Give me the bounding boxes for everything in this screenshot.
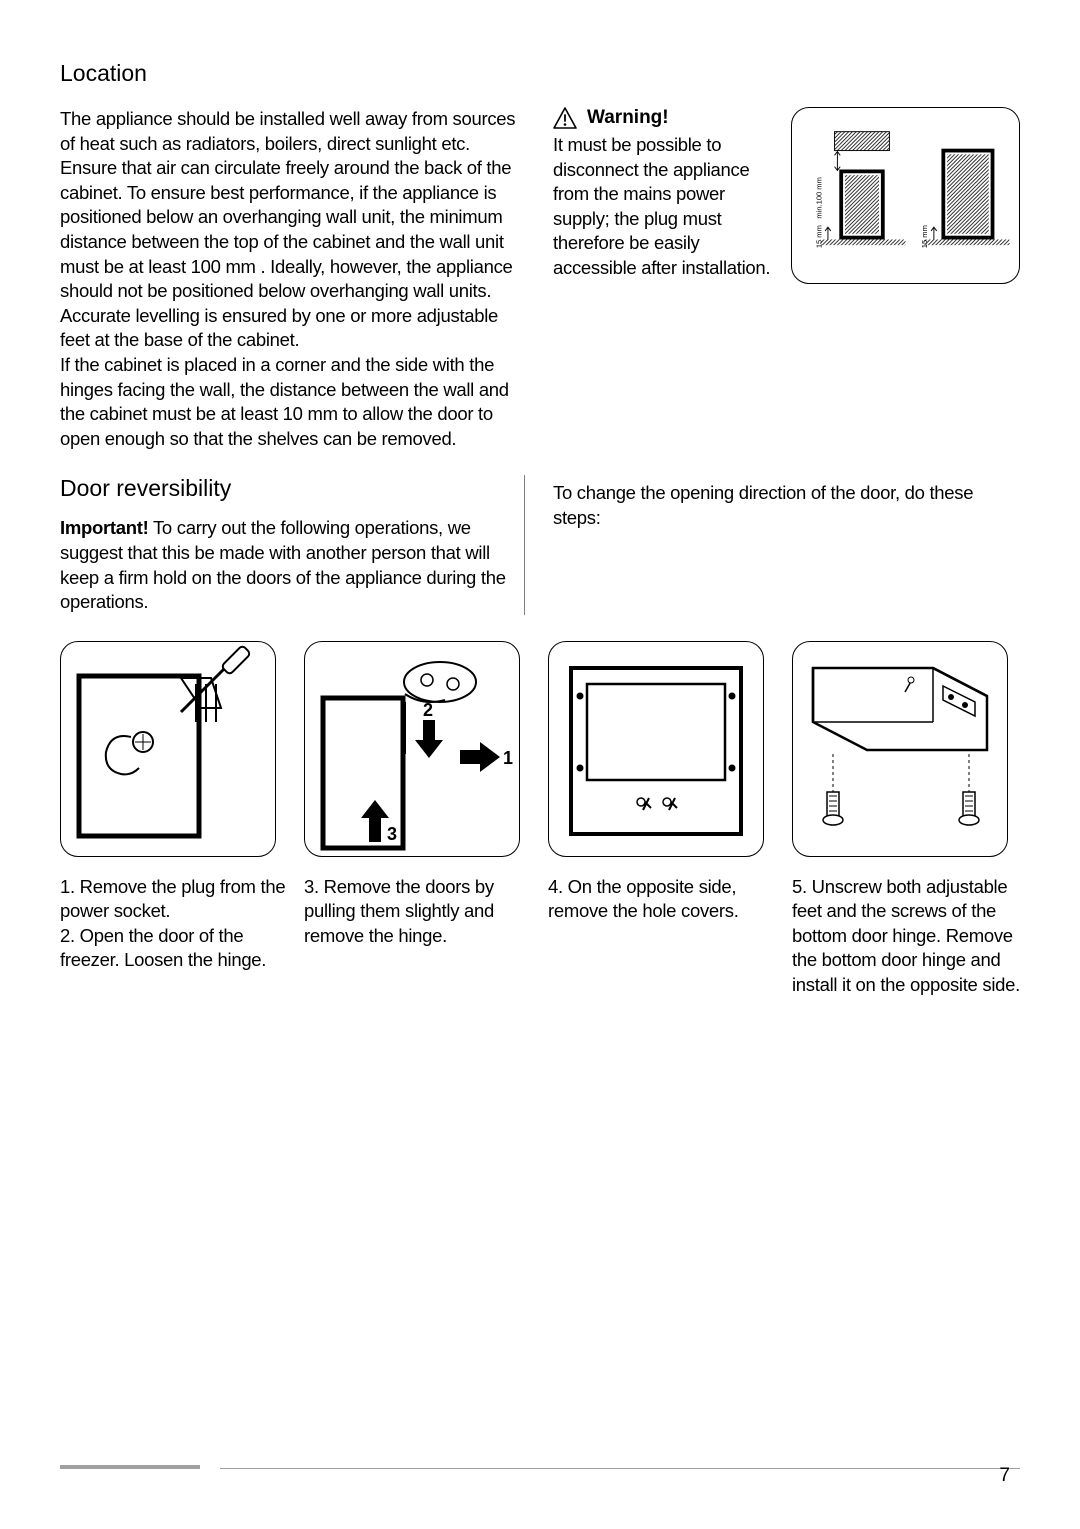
- fig2-num2: 2: [423, 700, 433, 720]
- footer-rule: [220, 1468, 1020, 1469]
- warning-label: Warning!: [587, 107, 669, 129]
- warning-icon: [553, 107, 577, 129]
- step-4-figure: [792, 641, 1008, 857]
- label-min100: min.100 mm: [814, 177, 823, 219]
- footer-rule-accent: [60, 1465, 200, 1469]
- door-rev-important: Important! To carry out the following op…: [60, 516, 524, 614]
- step-1-figure: [60, 641, 276, 857]
- step-4-text: 5. Unscrew both adjustable feet and the …: [792, 875, 1020, 998]
- section-heading-door-rev: Door reversibility: [60, 475, 524, 502]
- step-1: 1. Remove the plug from the power socket…: [60, 641, 288, 998]
- label-15a: 15 mm: [814, 225, 823, 248]
- fig2-num3: 3: [387, 824, 397, 844]
- step-3: 4. On the opposite side, remove the hole…: [548, 641, 776, 998]
- step-3-text: 4. On the opposite side, remove the hole…: [548, 875, 776, 924]
- warning-text: It must be possible to disconnect the ap…: [553, 133, 773, 281]
- step-1-text: 1. Remove the plug from the power socket…: [60, 875, 288, 973]
- step-2-text: 3. Remove the doors by pulling them slig…: [304, 875, 532, 949]
- step-3-figure: [548, 641, 764, 857]
- step-2-figure: 1 2 3: [304, 641, 520, 857]
- important-label: Important!: [60, 517, 148, 538]
- page-number: 7: [999, 1465, 1010, 1487]
- location-body-text: The appliance should be installed well a…: [60, 107, 525, 451]
- step-2: 1 2 3 3. Remove the doors by pulling the…: [304, 641, 532, 998]
- door-rev-intro: To change the opening direction of the d…: [553, 481, 1020, 530]
- step-4: 5. Unscrew both adjustable feet and the …: [792, 641, 1020, 998]
- fig2-num1: 1: [503, 748, 513, 768]
- section-heading-location: Location: [60, 60, 1020, 87]
- label-15b: 15 mm: [920, 225, 929, 248]
- clearance-diagram: min.100 mm 15 mm 15 mm: [791, 107, 1020, 284]
